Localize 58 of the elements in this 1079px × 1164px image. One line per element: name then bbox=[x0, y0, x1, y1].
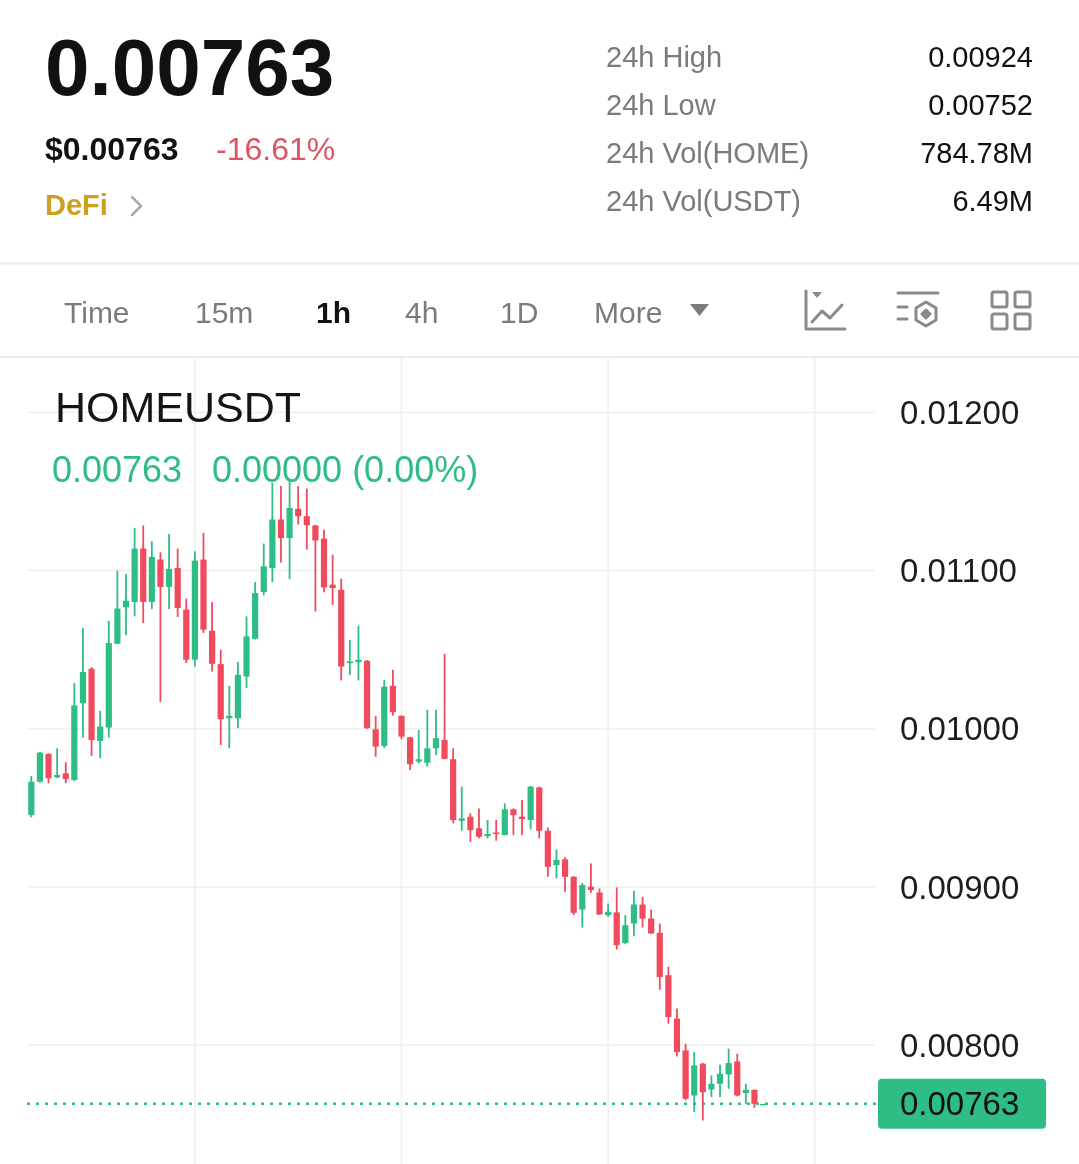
y-tick-label: 0.01200 bbox=[900, 393, 1020, 431]
candlestick bbox=[630, 889, 638, 938]
candlestick bbox=[165, 533, 173, 610]
candlestick bbox=[648, 908, 655, 935]
candlestick bbox=[639, 895, 646, 929]
candlestick bbox=[398, 714, 405, 741]
candlestick bbox=[493, 819, 500, 842]
candlestick bbox=[303, 487, 310, 551]
candlestick bbox=[441, 652, 448, 761]
text: 0.00924 bbox=[928, 41, 1033, 73]
candlestick bbox=[312, 523, 319, 613]
candlestick bbox=[346, 638, 353, 676]
text: 4h bbox=[405, 296, 439, 329]
text: -16.61% bbox=[216, 131, 336, 167]
text: 6.49M bbox=[952, 185, 1033, 217]
candlestick bbox=[725, 1047, 732, 1090]
text: 1D bbox=[500, 296, 539, 329]
text: 24h Vol(USDT) bbox=[606, 185, 802, 217]
candlestick bbox=[372, 714, 379, 758]
text: More bbox=[594, 296, 663, 329]
text: 0.00763 bbox=[45, 23, 335, 112]
text: HOMEUSDT bbox=[55, 383, 302, 431]
candlestick bbox=[596, 887, 603, 916]
candlestick bbox=[415, 729, 422, 765]
y-tick-label: 0.01100 bbox=[900, 552, 1017, 590]
text: 24h Low bbox=[606, 89, 717, 121]
text: $0.00763 bbox=[45, 131, 179, 167]
text: 24h Vol(HOME) bbox=[606, 137, 810, 169]
text: 24h High bbox=[606, 41, 723, 73]
text: 784.78M bbox=[920, 137, 1033, 169]
candlestick bbox=[432, 708, 440, 756]
candlestick bbox=[458, 785, 465, 832]
candlestick bbox=[475, 807, 483, 840]
candlestick bbox=[62, 761, 69, 785]
text: 1h bbox=[316, 296, 352, 329]
candlestick bbox=[622, 914, 629, 946]
candlestick bbox=[467, 812, 474, 843]
text: 0.00752 bbox=[928, 89, 1033, 121]
ref-line-label: 0.00763 bbox=[900, 1085, 1020, 1123]
candlestick bbox=[97, 709, 104, 760]
y-tick-label: 0.00900 bbox=[900, 868, 1020, 906]
y-tick-label: 0.01000 bbox=[900, 710, 1020, 748]
text: Time bbox=[64, 296, 130, 329]
y-tick-label: 0.00800 bbox=[900, 1026, 1020, 1064]
annotation: 0.00763 bbox=[52, 449, 183, 490]
candlestick bbox=[716, 1063, 724, 1098]
candlestick bbox=[553, 848, 560, 880]
candlestick bbox=[277, 485, 285, 564]
candlestick bbox=[424, 708, 431, 768]
text: 15m bbox=[195, 296, 254, 329]
candlestick bbox=[295, 485, 302, 526]
candlestick bbox=[510, 807, 517, 836]
candlestick bbox=[484, 819, 491, 840]
candlestick bbox=[355, 624, 362, 682]
text: DeFi bbox=[45, 189, 108, 221]
candlestick bbox=[708, 1074, 715, 1098]
annotation: 0.00000 (0.00%) bbox=[212, 449, 479, 490]
candlestick bbox=[561, 856, 569, 893]
